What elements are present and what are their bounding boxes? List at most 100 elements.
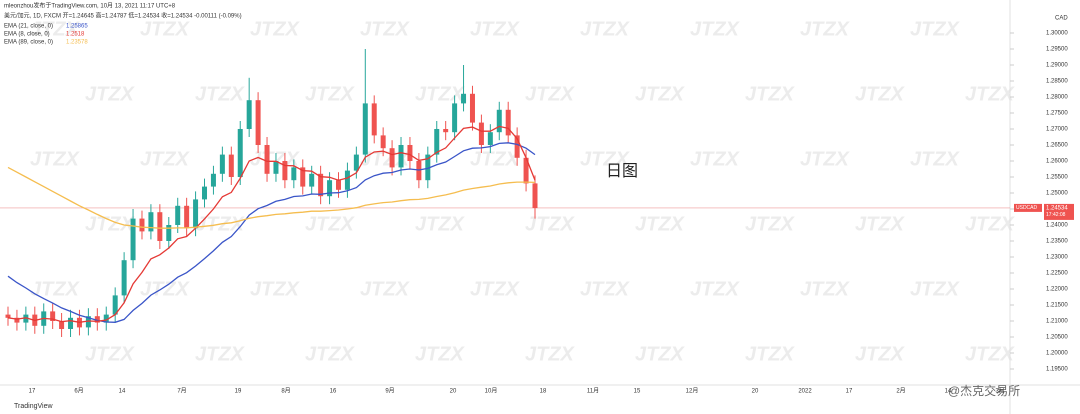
watermark: JTZX bbox=[470, 18, 521, 40]
candle-body bbox=[335, 180, 341, 190]
candle-body bbox=[166, 224, 172, 241]
price-tag-bg bbox=[1044, 203, 1074, 220]
price-tag-symbol-bg bbox=[1014, 203, 1042, 212]
candle-body bbox=[434, 128, 440, 155]
watermark: JTZX bbox=[965, 83, 1016, 105]
candle-body bbox=[219, 154, 225, 174]
watermark: JTZX bbox=[690, 278, 741, 300]
candle-body bbox=[389, 148, 395, 168]
watermark: JTZX bbox=[965, 343, 1016, 365]
y-tick-label: 1.20500 bbox=[1046, 335, 1068, 341]
watermark: JTZX bbox=[855, 343, 906, 365]
y-tick-label: 1.21000 bbox=[1046, 319, 1068, 325]
watermark: JTZX bbox=[525, 343, 576, 365]
x-tick-label: 2022 bbox=[798, 389, 812, 395]
watermark: JTZX bbox=[745, 213, 796, 235]
x-tick-label: 10月 bbox=[485, 388, 498, 395]
x-tick-label: 20 bbox=[450, 389, 457, 395]
candle-body bbox=[514, 135, 520, 158]
annotation: 日图 bbox=[606, 163, 638, 180]
legend-name: EMA (8, close, 0) bbox=[4, 32, 50, 38]
watermark: JTZX bbox=[690, 148, 741, 170]
watermark: JTZX bbox=[745, 83, 796, 105]
y-tick-label: 1.29000 bbox=[1046, 63, 1068, 69]
plot bbox=[0, 48, 1010, 337]
watermark: JTZX bbox=[745, 343, 796, 365]
watermark: JTZX bbox=[415, 343, 466, 365]
price-tag-symbol: USDCAD bbox=[1016, 205, 1038, 211]
candle-body bbox=[371, 103, 377, 136]
candle-body bbox=[344, 170, 350, 190]
watermark: JTZX bbox=[525, 83, 576, 105]
watermark: JTZX bbox=[800, 148, 851, 170]
ema-line bbox=[7, 142, 536, 323]
y-tick-label: 1.25500 bbox=[1046, 175, 1068, 181]
watermark: JTZX bbox=[85, 213, 136, 235]
header: mleonzhou发布于TradingView.com, 10月 13, 202… bbox=[4, 2, 176, 10]
x-tick-label: 18 bbox=[540, 389, 547, 395]
watermark: JTZX bbox=[855, 83, 906, 105]
y-tick-label: 1.23500 bbox=[1046, 239, 1068, 245]
candle-body bbox=[210, 173, 216, 187]
watermark: JTZX bbox=[415, 83, 466, 105]
candle-body bbox=[246, 100, 252, 129]
watermark: JTZX bbox=[910, 278, 961, 300]
watermark: JTZX bbox=[965, 213, 1016, 235]
candle-body bbox=[478, 122, 484, 145]
candle-body bbox=[121, 260, 127, 296]
brand: TradingView bbox=[14, 403, 53, 410]
legend-name: EMA (21, close, 0) bbox=[4, 24, 53, 30]
legend-name: EMA (89, close, 0) bbox=[4, 40, 53, 46]
watermark: JTZX bbox=[250, 148, 301, 170]
candle-body bbox=[523, 157, 529, 184]
x-tick-label: 20 bbox=[752, 389, 759, 395]
candle-body bbox=[14, 317, 20, 323]
y-tick-label: 1.22000 bbox=[1046, 287, 1068, 293]
watermark: JTZX bbox=[360, 18, 411, 40]
watermark: JTZX bbox=[305, 83, 356, 105]
candle-body bbox=[425, 154, 431, 181]
watermark: JTZX bbox=[30, 278, 81, 300]
watermark: JTZX bbox=[580, 18, 631, 40]
y-tick-label: 1.27500 bbox=[1046, 111, 1068, 117]
watermark: JTZX bbox=[195, 83, 246, 105]
watermark: JTZX bbox=[910, 18, 961, 40]
currency: CAD bbox=[1055, 16, 1068, 22]
x-tick-label: 15 bbox=[634, 389, 641, 395]
x-tick-label: 14 bbox=[945, 389, 952, 395]
x-tick-label: 11月 bbox=[587, 388, 599, 395]
watermark: JTZX bbox=[140, 278, 191, 300]
watermark: JTZX bbox=[800, 278, 851, 300]
candle-body bbox=[184, 205, 190, 229]
watermark: JTZX bbox=[85, 83, 136, 105]
watermark: JTZX bbox=[525, 213, 576, 235]
candle-body bbox=[148, 212, 154, 232]
watermark: JTZX bbox=[195, 343, 246, 365]
watermark: JTZX bbox=[30, 148, 81, 170]
y-tick-label: 1.28000 bbox=[1046, 95, 1068, 101]
corner-text: @杰克交易所 bbox=[948, 383, 1020, 398]
candle-body bbox=[443, 128, 449, 133]
candle-body bbox=[300, 167, 306, 187]
candle-body bbox=[5, 314, 11, 318]
legend-value: 1.2518 bbox=[66, 32, 85, 38]
watermark: JTZX bbox=[250, 18, 301, 40]
candle-body bbox=[68, 317, 74, 329]
x-tick-label: 2月 bbox=[896, 388, 905, 395]
candle-body bbox=[85, 316, 91, 328]
x-tick-label: 17 bbox=[846, 389, 853, 395]
price-tag-countdown: 17:42:08 bbox=[1046, 212, 1066, 218]
x-tick-label: 19 bbox=[235, 389, 242, 395]
candle-body bbox=[59, 320, 65, 329]
x-tick-label: 17 bbox=[29, 389, 36, 395]
candle-body bbox=[202, 186, 208, 200]
candle-body bbox=[237, 128, 243, 177]
candle-body bbox=[469, 93, 475, 123]
x-tick-label: 3月 bbox=[995, 388, 1004, 395]
watermark: JTZX bbox=[855, 213, 906, 235]
y-tick-label: 1.25000 bbox=[1046, 191, 1068, 197]
x-tick-label: 14 bbox=[119, 389, 126, 395]
candle-body bbox=[505, 109, 511, 136]
candle-body bbox=[318, 173, 324, 197]
symbol-line: 美元/加元, 1D, FXCM 开=1.24645 高=1.24787 低=1.… bbox=[4, 12, 242, 20]
